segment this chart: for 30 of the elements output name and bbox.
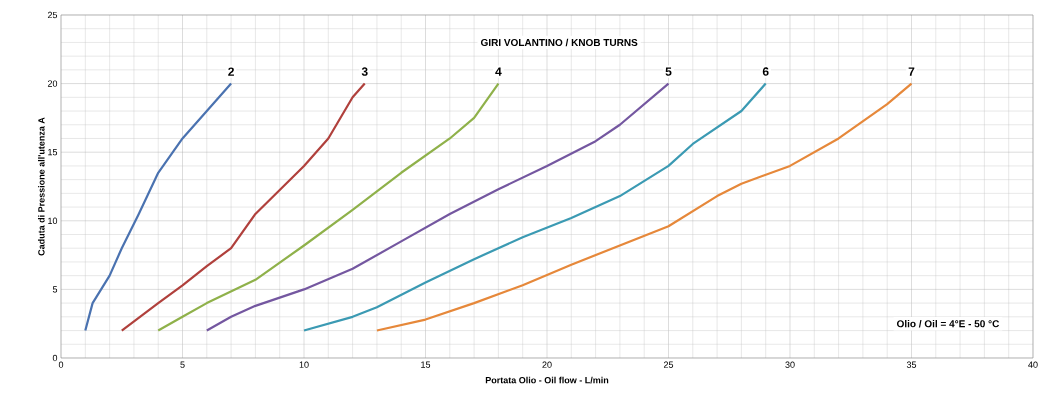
x-tick-label: 30 [785,361,795,368]
series-label: 3 [361,67,368,76]
y-axis-title: Caduta di Pressione all'utenza A [37,117,45,256]
y-tick-label: 15 [48,149,58,156]
y-tick-label: 20 [47,80,58,87]
series-label: 6 [762,67,769,76]
x-tick-label: 20 [542,361,552,368]
annotation: GIRI VOLANTINO / KNOB TURNS [480,38,638,47]
line-series [120,82,366,332]
x-tick-label: 10 [299,361,309,368]
annotation: Olio / Oil = 4°E - 50 °C [896,319,1000,328]
x-tick-label: 5 [180,361,185,368]
x-axis-title: Portata Olio - Oil flow - L/min [485,376,609,384]
y-tick-label: 0 [52,354,58,362]
x-tick-label: 25 [663,361,674,368]
x-tick-label: 40 [1028,361,1038,368]
y-tick-label: 25 [47,11,58,19]
x-tick-label: 35 [906,361,917,368]
series-label: 2 [228,67,234,76]
line-series [205,82,670,332]
line-series [157,82,500,332]
series-label: 7 [908,67,915,76]
y-tick-label: 10 [48,217,58,224]
line-series [84,82,233,332]
series-label: 4 [495,67,502,76]
series-label: 5 [665,67,672,76]
line-series [302,82,767,332]
y-tick-label: 5 [52,286,58,293]
x-tick-label: 15 [421,361,431,368]
x-tick-label: 0 [58,361,64,368]
